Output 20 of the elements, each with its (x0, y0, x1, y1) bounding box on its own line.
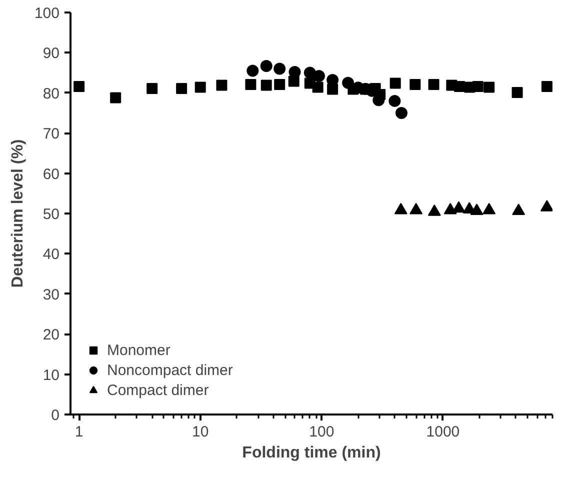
legend-label: Monomer (107, 342, 170, 358)
y-tick-label: 30 (42, 286, 60, 304)
y-tick-label: 80 (42, 85, 60, 102)
x-tick-label: 1000 (426, 424, 460, 440)
y-tick-label: 70 (42, 126, 60, 143)
y-tick-label: 40 (42, 246, 60, 264)
y-tick-label: 50 (42, 206, 60, 223)
y-tick-label: 20 (42, 326, 60, 344)
y-tick-label: 60 (42, 166, 60, 183)
y-tick-label: 0 (51, 407, 60, 424)
y-tick-label: 100 (34, 5, 60, 22)
y-tick-label: 10 (42, 366, 60, 384)
y-tick-label: 90 (42, 45, 60, 62)
x-axis-title: Folding time (min) (242, 444, 381, 462)
y-axis-title: Deuterium level (%) (9, 139, 26, 288)
x-tick-label: 10 (192, 424, 209, 440)
x-tick-label: 1 (74, 424, 84, 440)
legend-label: Noncompact dimer (107, 362, 233, 378)
x-tick-label: 100 (309, 424, 334, 440)
legend-label: Compact dimer (107, 382, 209, 398)
